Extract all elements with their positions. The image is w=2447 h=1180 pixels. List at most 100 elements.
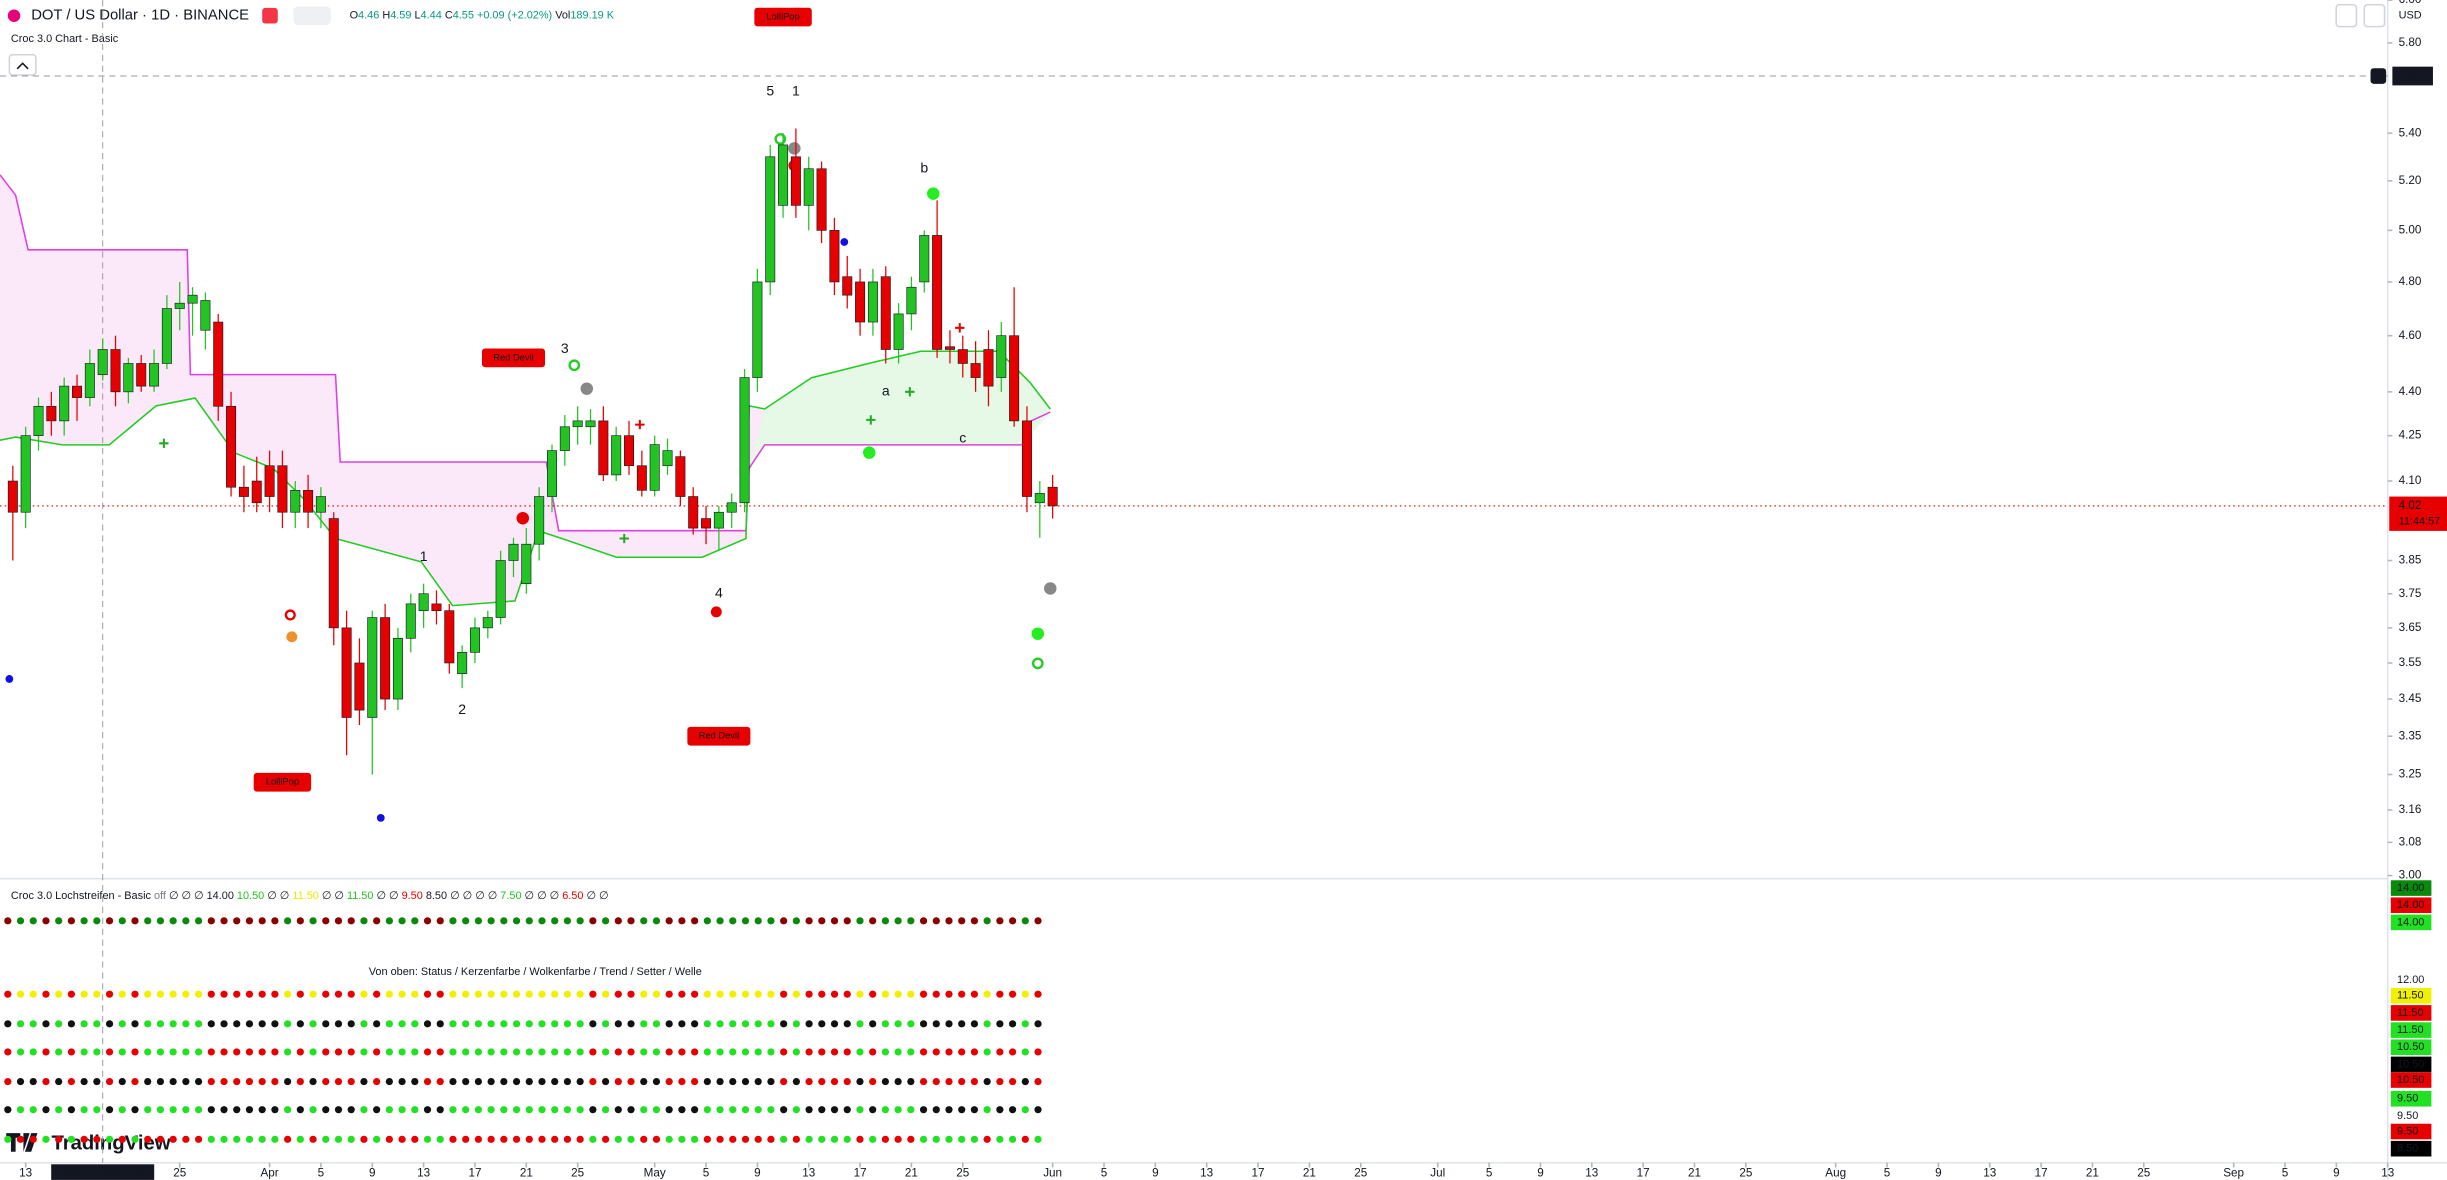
lower-axis-box bbox=[2390, 1022, 2432, 1038]
lower-axis-label: 11.50 bbox=[2397, 990, 2423, 1002]
y-tick-label: 3.55 bbox=[2399, 656, 2422, 669]
status-dot bbox=[945, 1077, 953, 1086]
lower-axis-box bbox=[2390, 1039, 2432, 1056]
status-dot bbox=[271, 1020, 279, 1028]
candle-body bbox=[469, 627, 480, 653]
status-dot bbox=[830, 1135, 839, 1143]
status-dot bbox=[182, 1106, 190, 1114]
lower-axis-label: 11.50 bbox=[2397, 1007, 2423, 1019]
status-dot bbox=[856, 1048, 864, 1056]
refresh-button[interactable] bbox=[2363, 3, 2386, 28]
x-tick-label: 5 bbox=[703, 1167, 710, 1180]
status-dot bbox=[843, 917, 851, 925]
status-dot bbox=[665, 1020, 673, 1028]
status-dot bbox=[144, 1048, 152, 1056]
status-dot bbox=[373, 990, 381, 998]
status-dot bbox=[42, 1020, 50, 1028]
symbol-title[interactable]: DOT / US Dollar · 1D · BINANCE bbox=[31, 8, 249, 24]
status-dot bbox=[640, 1135, 648, 1143]
x-tick-label: 5 bbox=[2282, 1167, 2289, 1180]
currency[interactable]: USD bbox=[2399, 10, 2422, 22]
status-dot bbox=[563, 990, 572, 998]
x-tick-label: Sep bbox=[2223, 1167, 2244, 1180]
status-dot bbox=[182, 917, 190, 925]
candle-body bbox=[392, 637, 403, 700]
x-tick-label: 21 bbox=[520, 1167, 533, 1180]
status-dot bbox=[55, 917, 63, 925]
status-dot bbox=[131, 917, 139, 925]
status-dot bbox=[919, 990, 928, 998]
candle-body bbox=[187, 294, 198, 304]
status-dot bbox=[360, 917, 368, 925]
y-tick-label: 3.08 bbox=[2399, 835, 2422, 848]
status-dot bbox=[487, 1077, 495, 1086]
collapse-button[interactable] bbox=[8, 53, 37, 76]
crosshair-add-button[interactable] bbox=[2370, 68, 2387, 84]
indicator-toggle[interactable] bbox=[293, 6, 331, 26]
status-dot bbox=[156, 1135, 165, 1143]
change: +0.09 (+2.02%) bbox=[477, 10, 552, 22]
status-dot bbox=[474, 990, 482, 998]
status-dot bbox=[80, 1106, 88, 1114]
status-dot bbox=[970, 1048, 979, 1056]
status-dot bbox=[144, 1135, 152, 1143]
lower-axis-label: 14.00 bbox=[2397, 899, 2424, 911]
y-tick-label: 3.25 bbox=[2399, 768, 2422, 781]
status-dot bbox=[780, 1077, 788, 1086]
candle-body bbox=[880, 276, 891, 350]
annotation-label: Red Devil bbox=[493, 352, 534, 362]
flag-button[interactable] bbox=[262, 7, 278, 24]
status-dot bbox=[233, 917, 241, 925]
status-dot bbox=[843, 1106, 851, 1114]
download-button[interactable] bbox=[2335, 3, 2358, 28]
status-dot bbox=[207, 1135, 215, 1143]
y-tick-label: 3.65 bbox=[2399, 621, 2422, 634]
lower-panel-value: ∅ bbox=[376, 890, 386, 902]
x-tick-label: 13 bbox=[802, 1167, 815, 1180]
status-dot bbox=[907, 1077, 915, 1086]
status-dot bbox=[4, 1135, 12, 1143]
status-dot bbox=[780, 1048, 788, 1056]
status-dot bbox=[449, 1020, 457, 1028]
status-dot bbox=[131, 990, 139, 998]
status-dot bbox=[182, 1048, 190, 1056]
status-dot bbox=[80, 1048, 88, 1056]
y-tick-label: 5.40 bbox=[2399, 126, 2422, 139]
status-dot bbox=[589, 1077, 597, 1086]
status-dot bbox=[131, 1048, 139, 1056]
status-dot bbox=[512, 1135, 521, 1143]
status-dot bbox=[754, 1106, 762, 1114]
x-tick-label: 13 bbox=[1200, 1167, 1213, 1180]
status-dot bbox=[729, 1077, 737, 1086]
status-dot bbox=[258, 1106, 266, 1114]
lower-axis-box bbox=[2390, 1072, 2432, 1088]
status-dot bbox=[29, 1048, 37, 1056]
crosshair-date-box bbox=[51, 1164, 155, 1180]
status-dot bbox=[4, 1020, 12, 1028]
wave-label: 4 bbox=[715, 584, 723, 600]
status-dot bbox=[640, 990, 648, 998]
status-dot bbox=[614, 990, 622, 998]
status-dot bbox=[970, 1077, 979, 1086]
status-dot bbox=[614, 1048, 622, 1056]
status-dot bbox=[309, 990, 317, 998]
status-dot bbox=[67, 1106, 75, 1114]
status-dot bbox=[970, 1106, 979, 1114]
status-dot bbox=[716, 1020, 724, 1028]
x-tick-label: 25 bbox=[571, 1167, 585, 1180]
status-dot bbox=[563, 1135, 572, 1143]
status-dot bbox=[93, 1135, 101, 1143]
status-dot bbox=[576, 1048, 584, 1056]
status-dot bbox=[67, 1020, 75, 1028]
status-dot bbox=[80, 917, 88, 925]
status-dot bbox=[322, 1020, 330, 1028]
x-tick-label: 9 bbox=[2333, 1167, 2340, 1180]
status-dot bbox=[80, 1077, 88, 1086]
status-dot bbox=[105, 1135, 114, 1143]
status-dot bbox=[805, 1077, 813, 1086]
status-dot bbox=[105, 1106, 114, 1114]
status-dot bbox=[1034, 1106, 1042, 1114]
status-dot bbox=[589, 990, 597, 998]
status-dot bbox=[284, 1106, 292, 1114]
status-dot bbox=[703, 917, 711, 925]
